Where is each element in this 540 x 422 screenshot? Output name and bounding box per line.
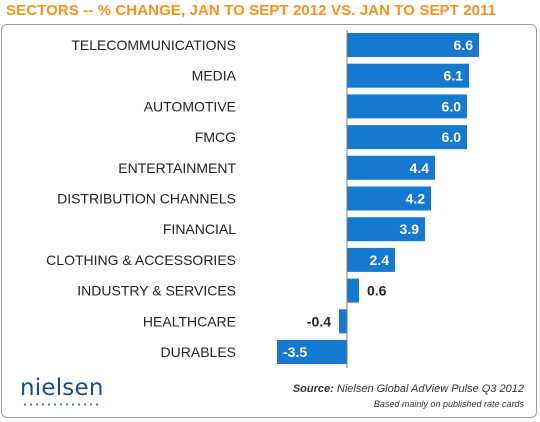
bar-4 — [347, 155, 435, 180]
source-text: Nielsen Global AdView Pulse Q3 2012 — [336, 383, 524, 395]
category-label-0: TELECOMMUNICATIONS — [71, 37, 236, 53]
category-label-4: ENTERTAINMENT — [118, 160, 236, 176]
value-label-2: 6.0 — [442, 98, 462, 114]
category-label-7: CLOTHING & ACCESSORIES — [46, 252, 236, 268]
bar-10 — [277, 340, 347, 364]
logo-dots-decoration — [22, 403, 98, 406]
value-label-10: -3.5 — [283, 344, 307, 360]
bar-6 — [347, 217, 425, 242]
source-label: Source: — [292, 383, 334, 395]
category-label-8: INDUSTRY & SERVICES — [77, 283, 236, 299]
value-label-7: 2.4 — [370, 252, 390, 268]
value-label-5: 4.2 — [406, 191, 426, 207]
bar-9 — [339, 309, 347, 334]
bar-1 — [347, 63, 469, 88]
value-label-6: 3.9 — [400, 221, 420, 237]
value-label-1: 6.1 — [444, 68, 464, 84]
bar-3 — [347, 125, 467, 150]
source-note: Based mainly on published rate cards — [373, 399, 524, 409]
value-label-3: 6.0 — [442, 129, 462, 145]
value-label-4: 4.4 — [410, 160, 430, 176]
bar-2 — [347, 94, 467, 119]
chart-title: SECTORS -- % CHANGE, JAN TO SEPT 2012 VS… — [6, 2, 497, 19]
category-label-10: DURABLES — [161, 344, 236, 360]
category-label-6: FINANCIAL — [163, 221, 236, 237]
bar-0 — [347, 33, 479, 57]
nielsen-logo: nielsen — [20, 375, 104, 401]
bar-5 — [347, 186, 431, 211]
value-label-8: 0.6 — [367, 283, 387, 299]
bar-8 — [347, 278, 359, 303]
category-label-1: MEDIA — [192, 68, 237, 84]
category-label-2: AUTOMOTIVE — [144, 98, 236, 114]
category-label-5: DISTRIBUTION CHANNELS — [57, 191, 236, 207]
bar-7 — [347, 247, 395, 272]
chart-frame — [1, 24, 537, 418]
value-label-0: 6.6 — [454, 37, 474, 53]
source-line: Source: Nielsen Global AdView Pulse Q3 2… — [293, 383, 524, 395]
value-label-9: -0.4 — [307, 313, 331, 329]
category-label-9: HEALTHCARE — [143, 313, 236, 329]
category-label-3: FMCG — [195, 129, 236, 145]
